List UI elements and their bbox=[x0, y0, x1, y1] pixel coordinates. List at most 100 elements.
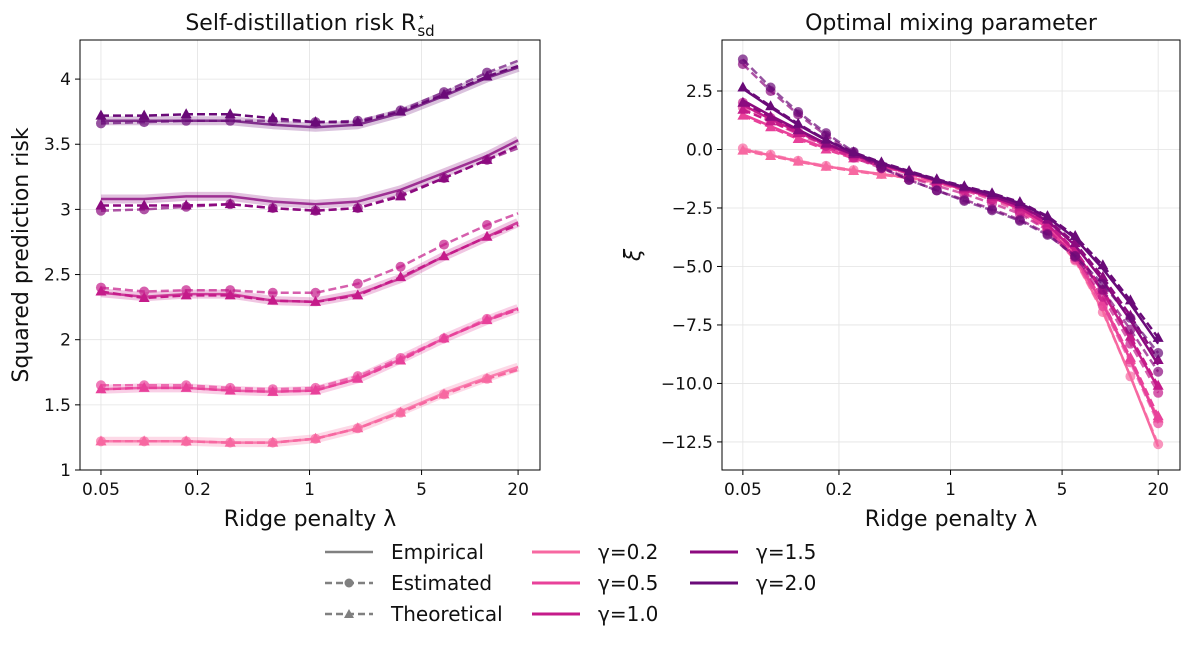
data-point-triangle bbox=[1069, 230, 1081, 241]
x-tick-label: 20 bbox=[1147, 480, 1169, 500]
data-point-circle bbox=[310, 287, 321, 298]
data-point-circle bbox=[1153, 348, 1164, 359]
data-point-triangle bbox=[180, 199, 192, 210]
data-point-triangle bbox=[792, 117, 804, 128]
data-point-triangle bbox=[224, 289, 236, 300]
data-point-triangle bbox=[224, 198, 236, 209]
series-line bbox=[742, 63, 1160, 373]
data-point-triangle bbox=[138, 199, 150, 210]
data-point-triangle bbox=[267, 294, 279, 305]
data-point-triangle bbox=[352, 202, 364, 213]
data-point-triangle bbox=[95, 199, 107, 210]
data-point-triangle bbox=[138, 435, 150, 446]
data-point-triangle bbox=[224, 384, 236, 395]
data-point-triangle bbox=[1014, 196, 1026, 207]
legend: Empirical Estimated Theoretical bbox=[325, 536, 503, 629]
series-line bbox=[742, 58, 1160, 354]
data-point-triangle bbox=[792, 155, 804, 166]
data-point-triangle bbox=[765, 121, 777, 132]
series-line bbox=[101, 368, 519, 444]
data-point-triangle bbox=[481, 314, 493, 325]
data-point-triangle bbox=[481, 153, 493, 164]
legend-label: γ=1.0 bbox=[598, 601, 659, 626]
data-point-circle bbox=[1153, 439, 1164, 450]
data-point-triangle bbox=[848, 146, 860, 157]
data-point-triangle bbox=[820, 133, 832, 144]
data-point-circle bbox=[139, 117, 150, 128]
data-point-triangle bbox=[1152, 331, 1164, 342]
series-gamma-1.5-theoretical bbox=[95, 144, 519, 215]
legend-label: Empirical bbox=[391, 539, 484, 564]
data-point-triangle bbox=[267, 436, 279, 447]
data-point-triangle bbox=[1152, 354, 1164, 365]
legend-item-gamma-2.0: γ=2.0 bbox=[690, 567, 816, 598]
data-point-triangle bbox=[986, 187, 998, 198]
plot-area bbox=[95, 59, 521, 448]
data-point-triangle bbox=[395, 354, 407, 365]
data-point-triangle bbox=[792, 132, 804, 143]
data-point-circle bbox=[267, 287, 278, 298]
data-point-circle bbox=[1153, 387, 1164, 398]
series-gamma-1.5-empirical bbox=[101, 136, 521, 209]
data-point-triangle bbox=[481, 230, 493, 241]
data-point-triangle bbox=[765, 100, 777, 111]
data-point-triangle bbox=[875, 168, 887, 179]
x-axis-label: Ridge penalty λ bbox=[865, 507, 1038, 532]
y-tick-label: −2.5 bbox=[672, 199, 713, 219]
data-point-triangle bbox=[180, 435, 192, 446]
data-point-circle bbox=[1125, 324, 1136, 335]
data-point-triangle bbox=[395, 406, 407, 417]
data-point-circle bbox=[139, 286, 150, 297]
data-point-triangle bbox=[1069, 244, 1081, 255]
data-point-triangle bbox=[138, 109, 150, 120]
data-point-triangle bbox=[737, 103, 749, 114]
data-point-circle bbox=[931, 185, 942, 196]
y-tick-label: −10.0 bbox=[661, 374, 713, 394]
data-point-triangle bbox=[903, 165, 915, 176]
data-point-triangle bbox=[1097, 259, 1109, 270]
data-point-triangle bbox=[765, 110, 777, 121]
data-point-triangle bbox=[180, 108, 192, 119]
data-point-circle bbox=[225, 115, 236, 126]
data-point-circle bbox=[1042, 229, 1053, 240]
title-superscript: ⋆ bbox=[417, 10, 425, 25]
x-tick-label: 5 bbox=[1057, 480, 1068, 500]
y-tick-label: −12.5 bbox=[661, 433, 713, 453]
data-point-triangle bbox=[438, 88, 450, 99]
chart-title: Optimal mixing parameter bbox=[805, 11, 1098, 36]
data-point-circle bbox=[765, 82, 776, 93]
series-line bbox=[742, 86, 1160, 339]
data-point-triangle bbox=[352, 116, 364, 127]
series-line bbox=[101, 139, 519, 206]
data-point-circle bbox=[1097, 279, 1108, 290]
panel-1: 0.05 0.2 1 5 20 1 1.5 2 2.5 3 3.5 4 Self-distillatio… bbox=[9, 10, 541, 532]
data-point-circle bbox=[1070, 250, 1081, 261]
legend-gammas-1: γ=0.2 γ=0.5 γ=1.0 bbox=[532, 536, 658, 629]
legend-label: γ=1.5 bbox=[756, 539, 817, 564]
data-point-triangle bbox=[438, 172, 450, 183]
x-tick-label: 0.05 bbox=[82, 480, 120, 500]
data-point-triangle bbox=[310, 116, 322, 127]
data-point-circle bbox=[821, 128, 832, 139]
series-gamma-1.0-theoretical bbox=[95, 223, 519, 306]
legend-item-gamma-0.5: γ=0.5 bbox=[532, 567, 658, 598]
data-point-triangle bbox=[820, 160, 832, 171]
data-point-triangle bbox=[267, 112, 279, 123]
x-tick-label: 0.05 bbox=[724, 480, 762, 500]
legend-item-gamma-0.2: γ=0.2 bbox=[532, 536, 658, 567]
legend-label: γ=0.5 bbox=[598, 570, 659, 595]
series-gamma-0.2-theoretical bbox=[95, 368, 519, 447]
data-point-triangle bbox=[95, 435, 107, 446]
data-point-triangle bbox=[737, 109, 749, 120]
data-point-triangle bbox=[352, 372, 364, 383]
y-tick-label: 4 bbox=[60, 70, 71, 90]
data-point-circle bbox=[1014, 215, 1025, 226]
data-point-triangle bbox=[765, 150, 777, 161]
legend-label: Theoretical bbox=[391, 601, 503, 626]
data-point-triangle bbox=[737, 144, 749, 155]
data-point-circle bbox=[793, 107, 804, 118]
data-point-triangle bbox=[848, 165, 860, 176]
data-point-triangle bbox=[481, 372, 493, 383]
data-point-triangle bbox=[1041, 210, 1053, 221]
data-point-circle bbox=[1125, 371, 1136, 382]
